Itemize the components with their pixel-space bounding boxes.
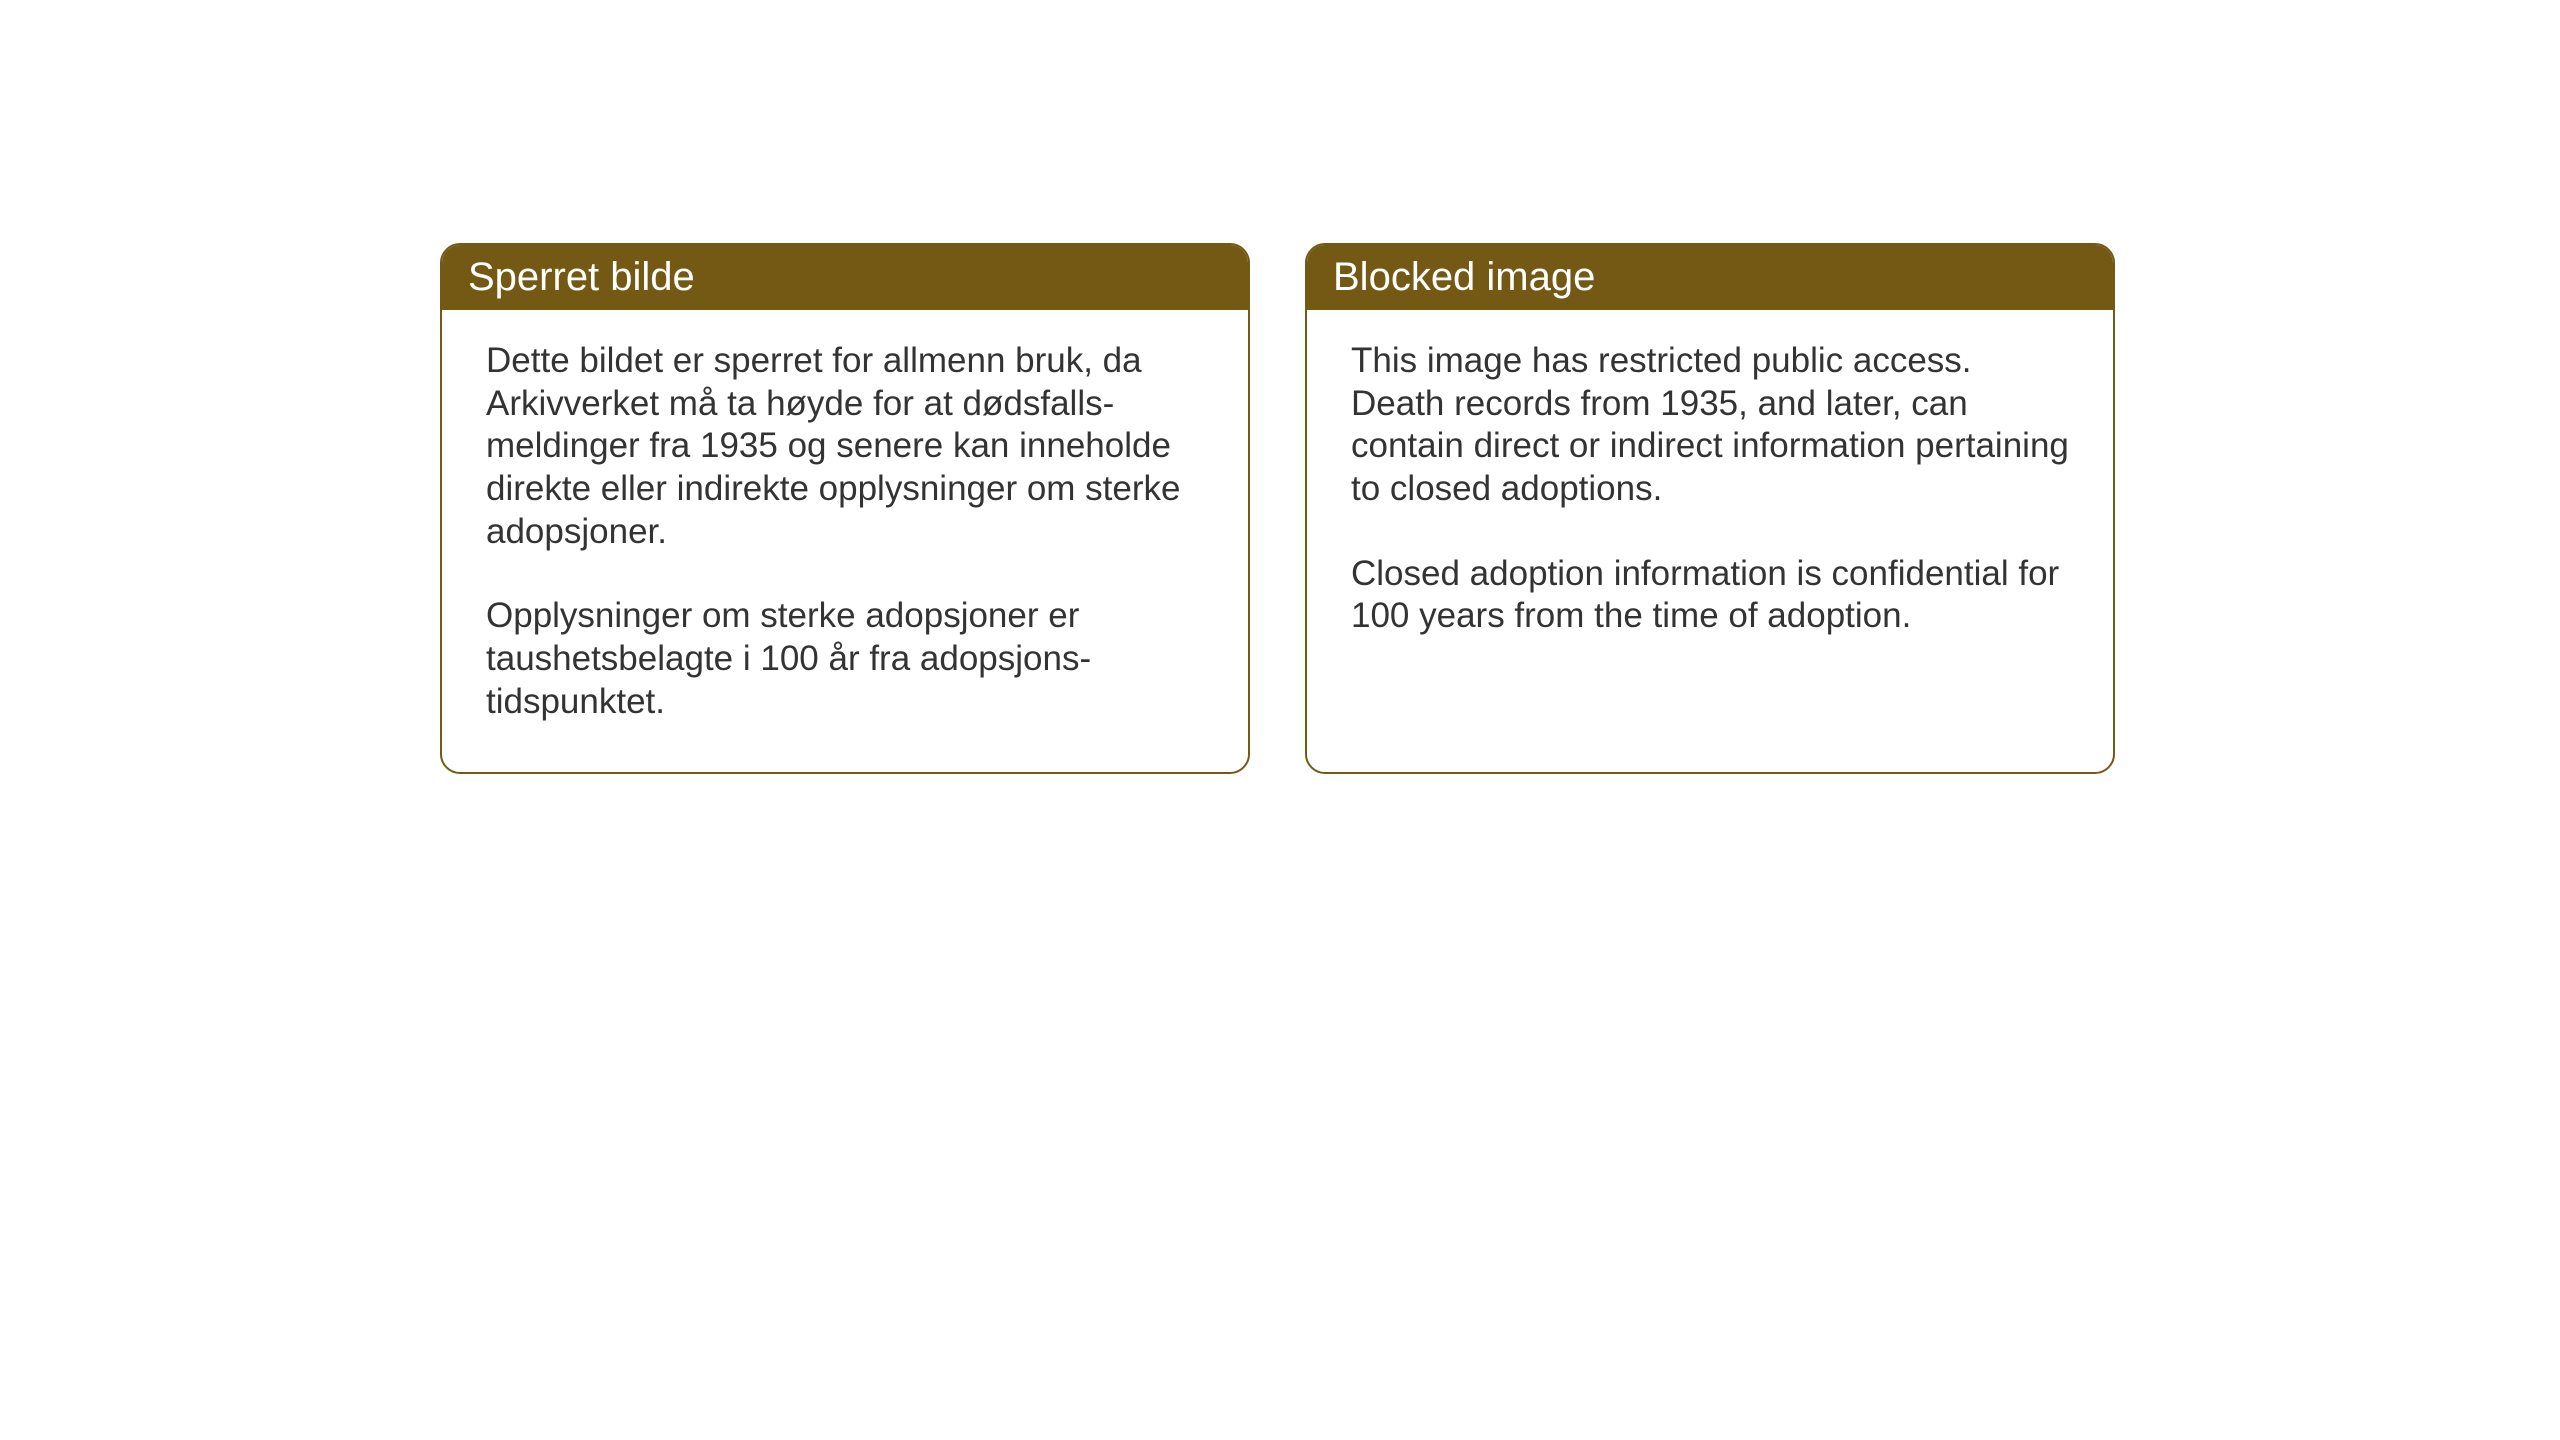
card-body-norwegian: Dette bildet er sperret for allmenn bruk… [442,310,1248,772]
notice-card-norwegian: Sperret bilde Dette bildet er sperret fo… [440,243,1250,774]
card-body-english: This image has restricted public access.… [1307,310,2113,686]
paragraph-english-1: This image has restricted public access.… [1351,340,2069,511]
paragraph-english-2: Closed adoption information is confident… [1351,553,2069,638]
card-header-english: Blocked image [1307,245,2113,310]
paragraph-norwegian-1: Dette bildet er sperret for allmenn bruk… [486,340,1204,553]
paragraph-norwegian-2: Opplysninger om sterke adopsjoner er tau… [486,595,1204,723]
card-header-norwegian: Sperret bilde [442,245,1248,310]
notice-card-english: Blocked image This image has restricted … [1305,243,2115,774]
notice-cards-container: Sperret bilde Dette bildet er sperret fo… [440,243,2115,774]
